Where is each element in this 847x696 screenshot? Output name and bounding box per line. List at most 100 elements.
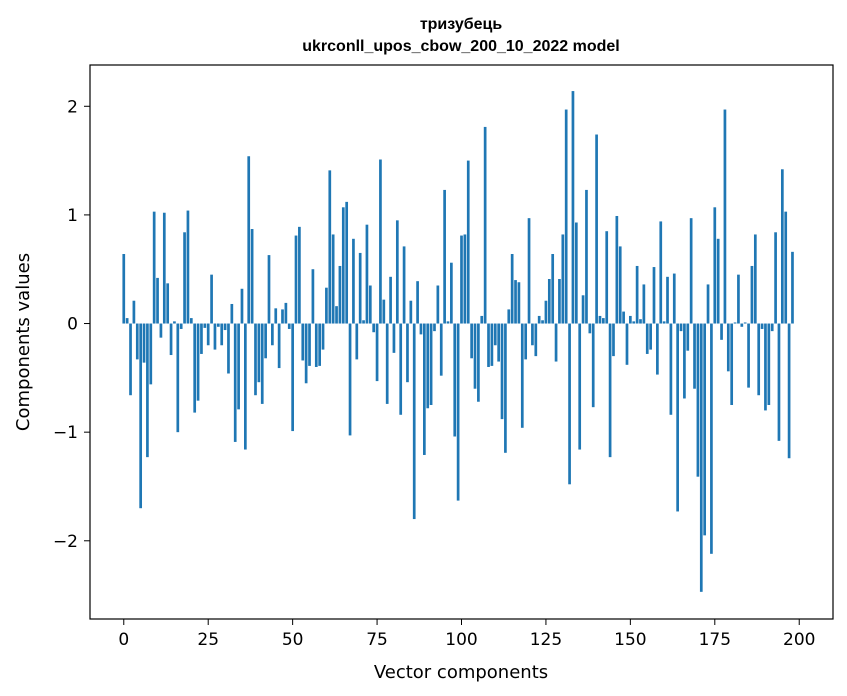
bar xyxy=(574,222,578,324)
bar xyxy=(402,246,406,324)
bar xyxy=(456,323,460,501)
bar xyxy=(713,207,717,324)
bar xyxy=(517,282,521,324)
y-tick-label: 0 xyxy=(67,315,78,335)
bar xyxy=(406,323,409,383)
bar xyxy=(466,160,470,324)
x-tick-label: 100 xyxy=(445,630,477,650)
bar xyxy=(206,323,210,346)
bar xyxy=(473,323,477,389)
bar xyxy=(419,323,423,335)
bar xyxy=(652,267,656,324)
bar xyxy=(135,323,139,360)
chart-subtitle: ukrconll_upos_cbow_200_10_2022 model xyxy=(302,38,619,55)
bar xyxy=(791,251,794,324)
bar xyxy=(537,315,541,324)
y-tick-label: 1 xyxy=(67,206,78,226)
bar xyxy=(770,323,774,332)
bar xyxy=(676,323,679,512)
bar xyxy=(612,323,615,357)
bar xyxy=(639,319,642,324)
bar xyxy=(780,169,784,324)
bar xyxy=(358,252,362,324)
bar xyxy=(541,320,544,324)
bar xyxy=(760,323,764,329)
bar xyxy=(507,309,511,324)
bar xyxy=(490,323,494,366)
bar xyxy=(784,211,788,324)
bar xyxy=(146,323,149,458)
bar xyxy=(325,287,328,324)
bar xyxy=(385,323,389,404)
bar xyxy=(510,254,514,324)
bar xyxy=(635,265,639,324)
bar xyxy=(524,323,528,360)
bar xyxy=(311,269,315,324)
x-axis-ticks: 0 25 50 75 100 125 150 175 200 xyxy=(118,619,815,650)
bar xyxy=(368,285,372,324)
bar xyxy=(308,323,311,366)
bar xyxy=(683,323,686,399)
bar xyxy=(642,284,646,324)
bar xyxy=(686,323,690,351)
bar xyxy=(605,231,609,324)
bar xyxy=(247,156,251,324)
bar xyxy=(598,315,602,324)
bar xyxy=(706,284,710,324)
bar xyxy=(156,277,159,324)
bar xyxy=(210,274,213,324)
bar xyxy=(341,207,345,324)
bar xyxy=(730,323,734,405)
bar xyxy=(439,323,443,376)
bar xyxy=(125,318,129,324)
bar xyxy=(230,303,234,324)
x-tick-label: 0 xyxy=(118,630,129,650)
bar xyxy=(176,323,180,433)
bar xyxy=(200,323,203,354)
bar xyxy=(564,109,568,324)
bar xyxy=(250,229,254,324)
bar xyxy=(237,323,240,410)
bar xyxy=(534,323,538,357)
bar xyxy=(666,276,669,324)
bar xyxy=(426,323,430,409)
bar xyxy=(629,315,632,324)
bar xyxy=(412,323,416,520)
bar xyxy=(264,323,267,359)
y-tick-label: −1 xyxy=(53,423,78,443)
bar xyxy=(723,109,727,324)
bar xyxy=(372,323,376,333)
bar xyxy=(216,323,220,327)
bar xyxy=(757,323,761,396)
bar xyxy=(257,323,261,383)
bar xyxy=(213,323,217,350)
bar xyxy=(733,322,737,324)
bar xyxy=(483,126,487,324)
bar xyxy=(436,285,440,324)
bar xyxy=(747,323,750,388)
bar xyxy=(399,323,403,415)
bar xyxy=(544,300,548,324)
bar xyxy=(287,323,291,329)
bar xyxy=(301,323,305,361)
bar xyxy=(152,211,156,324)
bar xyxy=(710,323,713,554)
bar xyxy=(318,323,321,366)
bar xyxy=(348,323,352,436)
bar xyxy=(547,279,551,324)
bar xyxy=(726,323,730,372)
bar xyxy=(764,323,767,411)
bar xyxy=(622,311,625,324)
bar xyxy=(173,321,176,324)
bar xyxy=(645,323,649,354)
bar xyxy=(696,323,700,477)
bar xyxy=(649,323,652,350)
bar xyxy=(203,323,207,328)
bar xyxy=(520,323,524,428)
bar xyxy=(362,320,365,324)
x-tick-label: 125 xyxy=(530,630,562,650)
bar xyxy=(365,224,369,324)
bar xyxy=(500,323,504,420)
bar xyxy=(581,295,585,324)
bar xyxy=(291,323,294,432)
